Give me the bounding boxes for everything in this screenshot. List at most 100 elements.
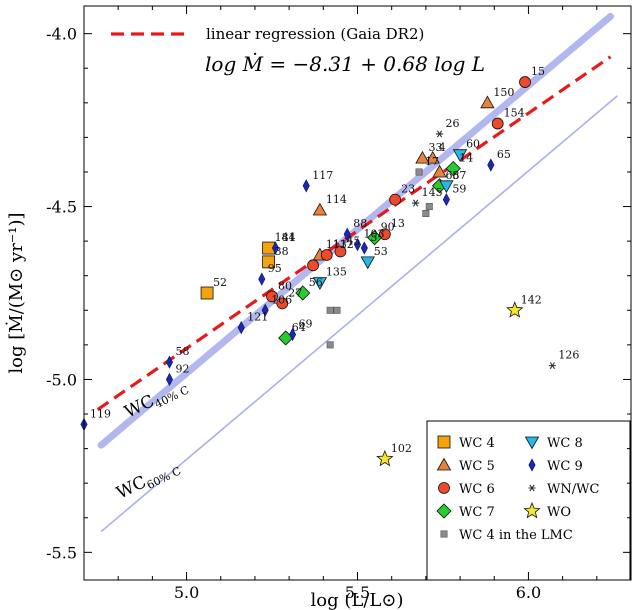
legend-label: WC 8 bbox=[547, 436, 583, 451]
data-point bbox=[360, 256, 375, 270]
point-label: 4 bbox=[439, 141, 446, 154]
point-label: 142 bbox=[521, 293, 542, 306]
legend-label: WN/WC bbox=[547, 482, 599, 497]
data-point bbox=[326, 341, 334, 349]
point-label: 80 bbox=[278, 279, 292, 292]
point-label: 145 bbox=[422, 186, 443, 199]
point-label: 58 bbox=[175, 345, 189, 358]
point-label: 150 bbox=[493, 86, 514, 99]
data-point bbox=[165, 355, 174, 369]
point-label: 69 bbox=[299, 317, 313, 330]
point-label: 154 bbox=[504, 107, 525, 120]
point-label: 114 bbox=[326, 193, 347, 206]
point-label: 64 bbox=[292, 321, 306, 334]
legend: WC 4 WC 8 WC 5 WC 9 WC 6 WN/WC WC 7 WO WC 4 in t… bbox=[436, 435, 599, 543]
point-label: 119 bbox=[90, 407, 111, 420]
y-tick-label: -4.0 bbox=[46, 25, 77, 44]
data-point bbox=[376, 449, 394, 467]
data-point bbox=[333, 306, 341, 314]
data-point bbox=[435, 130, 444, 138]
x-tick-label: 5.0 bbox=[174, 583, 199, 602]
data-point bbox=[353, 237, 362, 252]
data-point bbox=[271, 241, 279, 255]
data-point bbox=[445, 160, 461, 177]
point-label: 132 bbox=[333, 238, 354, 251]
data-point bbox=[262, 255, 276, 269]
point-label: 92 bbox=[175, 362, 189, 375]
data-point bbox=[389, 193, 402, 206]
data-point bbox=[422, 209, 430, 217]
point-label: 57 bbox=[452, 169, 466, 182]
x-tick-label: 6.0 bbox=[516, 583, 541, 602]
data-point bbox=[415, 168, 423, 176]
point-label: 45 bbox=[346, 235, 360, 248]
point-label: 95 bbox=[268, 262, 282, 275]
wc-60-line bbox=[100, 95, 618, 533]
data-point bbox=[289, 327, 297, 342]
data-point bbox=[491, 117, 504, 130]
point-label: 65 bbox=[497, 148, 511, 161]
legend-label: WC 5 bbox=[459, 459, 495, 474]
y-axis-title: log [Ṁ/(M⊙ yr⁻¹)] bbox=[4, 212, 27, 373]
data-point bbox=[378, 228, 391, 241]
point-label: 117 bbox=[312, 169, 333, 182]
data-point bbox=[452, 149, 468, 162]
point-label: 126 bbox=[558, 349, 579, 362]
legend-label: WC 4 in the LMC bbox=[459, 528, 573, 543]
x-axis-title: log (L/L⊙) bbox=[311, 590, 404, 610]
legend-marker bbox=[524, 436, 540, 450]
point-label: 90 bbox=[381, 221, 395, 234]
legend-marker bbox=[528, 458, 536, 472]
data-point bbox=[548, 362, 556, 370]
point-label: 81 bbox=[281, 231, 295, 244]
legend-marker bbox=[528, 484, 536, 492]
legend-label: WC 7 bbox=[459, 505, 495, 520]
data-point bbox=[432, 164, 447, 178]
point-label: 14 bbox=[459, 152, 473, 165]
point-label: 17 bbox=[425, 155, 439, 168]
data-point bbox=[367, 230, 383, 246]
regression-legend-label: linear regression (Gaia DR2) bbox=[206, 25, 424, 43]
data-point bbox=[258, 272, 266, 286]
point-label: 13 bbox=[391, 217, 405, 230]
data-point bbox=[360, 241, 368, 255]
point-label: 56 bbox=[309, 276, 323, 289]
point-label: 38 bbox=[275, 245, 289, 258]
point-label: 121 bbox=[247, 311, 268, 324]
legend-marker bbox=[437, 435, 451, 449]
data-point bbox=[415, 150, 430, 164]
point-label: 53 bbox=[374, 245, 388, 258]
legend-marker bbox=[436, 457, 452, 471]
legend-marker bbox=[523, 501, 541, 519]
regression-line bbox=[96, 55, 612, 411]
legend-label: WO bbox=[547, 505, 571, 520]
legend-label: WC 9 bbox=[547, 459, 583, 474]
y-tick-label: -5.5 bbox=[46, 543, 77, 562]
point-label: 23 bbox=[401, 183, 415, 196]
point-label: 33 bbox=[428, 141, 442, 154]
x-tick-label: 5.5 bbox=[345, 583, 370, 602]
data-point bbox=[295, 285, 311, 301]
point-label: 111 bbox=[326, 238, 347, 251]
legend-marker bbox=[438, 482, 450, 494]
data-point bbox=[165, 372, 174, 387]
point-label: 88 bbox=[353, 217, 367, 230]
y-tick-label: -4.5 bbox=[46, 198, 77, 217]
data-point bbox=[307, 259, 319, 272]
legend-label: WC 6 bbox=[459, 482, 495, 497]
data-point bbox=[312, 202, 328, 216]
data-point bbox=[442, 193, 450, 207]
data-point bbox=[334, 245, 347, 258]
data-point bbox=[412, 199, 420, 207]
data-point bbox=[506, 301, 524, 318]
data-point bbox=[312, 277, 328, 290]
data-point bbox=[480, 95, 495, 109]
data-point bbox=[519, 76, 531, 88]
legend-label: WC 4 bbox=[459, 436, 495, 451]
data-point bbox=[276, 297, 289, 310]
regression-equation: log Ṁ = −8.31 + 0.68 log L bbox=[205, 52, 485, 76]
point-label: 144 bbox=[275, 231, 296, 244]
point-labels-layer: 1443852433150114111151542313451322780146… bbox=[90, 65, 579, 455]
data-point bbox=[261, 303, 269, 317]
data-point bbox=[425, 150, 440, 164]
